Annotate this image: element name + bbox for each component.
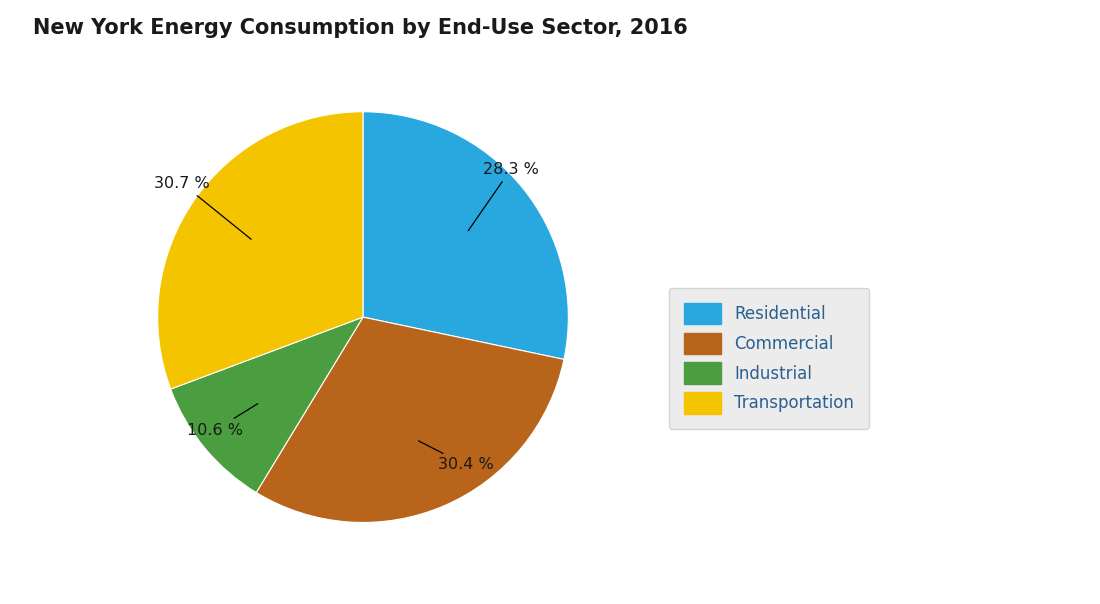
Wedge shape: [170, 317, 363, 492]
Text: 30.4 %: 30.4 %: [418, 441, 494, 472]
Wedge shape: [256, 317, 564, 522]
Text: 30.7 %: 30.7 %: [154, 176, 251, 239]
Legend: Residential, Commercial, Industrial, Transportation: Residential, Commercial, Industrial, Tra…: [669, 288, 869, 428]
Text: 28.3 %: 28.3 %: [469, 162, 539, 231]
Wedge shape: [157, 112, 363, 389]
Text: 10.6 %: 10.6 %: [187, 403, 257, 437]
Text: New York Energy Consumption by End-Use Sector, 2016: New York Energy Consumption by End-Use S…: [33, 18, 688, 38]
Wedge shape: [363, 112, 569, 359]
